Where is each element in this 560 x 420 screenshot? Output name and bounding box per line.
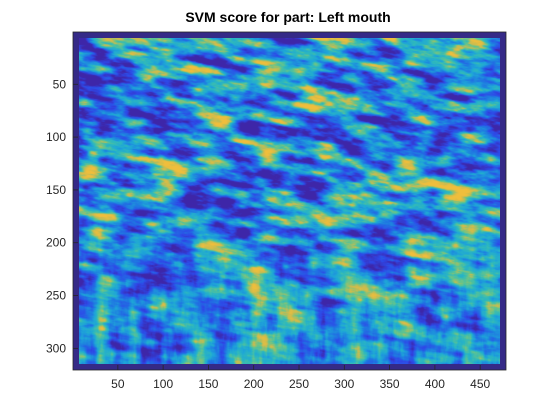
axes-box (72, 31, 507, 371)
x-tick-label: 400 (425, 377, 445, 391)
x-tick-label: 250 (289, 377, 309, 391)
y-tick-label: 100 (46, 130, 66, 144)
y-tick-label: 250 (46, 289, 66, 303)
x-tick-label: 100 (153, 377, 173, 391)
plot-area (72, 31, 507, 371)
x-tick-label: 350 (380, 377, 400, 391)
chart-title: SVM score for part: Left mouth (185, 9, 390, 25)
heatmap-image (79, 38, 500, 364)
x-tick-label: 150 (198, 377, 218, 391)
y-tick-label: 200 (46, 236, 66, 250)
heatmap-image-container (79, 38, 500, 364)
x-tick-label: 300 (334, 377, 354, 391)
x-axis: 50 100 150 200 250 300 350 400 450 (111, 365, 491, 391)
y-tick-label: 50 (53, 77, 67, 91)
y-tick-label: 150 (46, 183, 66, 197)
y-tick-label: 300 (46, 341, 66, 355)
x-tick-label: 200 (244, 377, 264, 391)
x-tick-label: 450 (470, 377, 490, 391)
y-axis: 50 100 150 200 250 300 (46, 77, 78, 355)
x-tick-label: 50 (111, 377, 125, 391)
